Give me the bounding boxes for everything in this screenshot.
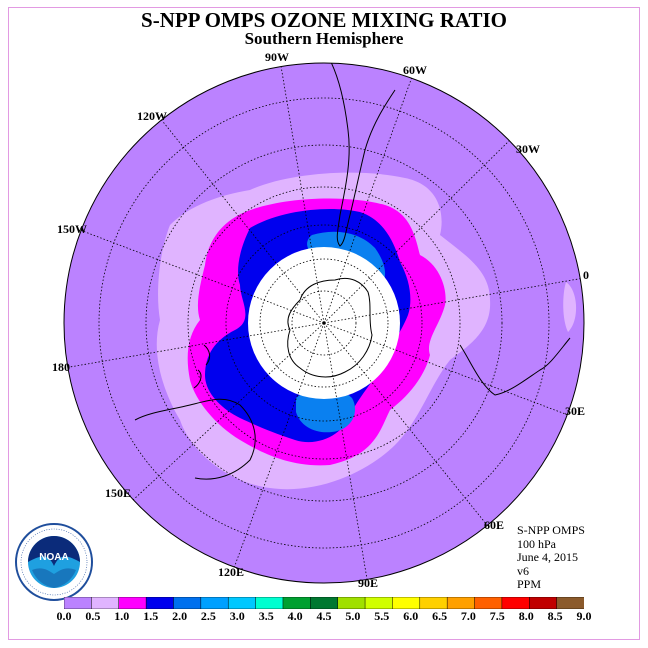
colorbar-tick-label: 7.0 — [460, 609, 476, 623]
south-pole-marker — [322, 321, 326, 325]
lon-label-180: 180 — [52, 360, 70, 374]
map-disk-outline — [63, 62, 585, 584]
colorbar-swatch — [310, 597, 339, 609]
colorbar-tick-label: 0.0 — [56, 609, 72, 623]
new-zealand-coast — [193, 344, 211, 389]
product-info: S-NPP OMPS 100 hPa June 4, 2015 v6 PPM — [517, 523, 585, 592]
lon-label-90w: 90W — [265, 50, 289, 64]
south-america-coast — [329, 63, 396, 247]
colorbar-tick-label: 6.0 — [403, 609, 419, 623]
colorbar-swatch — [91, 597, 120, 609]
colorbar-swatch — [529, 597, 558, 609]
units-label: PPM — [517, 577, 542, 591]
colorbar-tick-label: 6.5 — [432, 609, 448, 623]
colorbar-swatch — [556, 597, 584, 609]
colorbar-swatch — [118, 597, 147, 609]
colorbar-swatch — [282, 597, 312, 609]
colorbar-tick-label: 5.5 — [374, 609, 390, 623]
colorbar-tick-label: 3.0 — [229, 609, 245, 623]
colorbar-swatch — [446, 597, 476, 609]
noaa-logo: NOAA — [15, 523, 93, 601]
lon-label-120e: 120E — [218, 565, 245, 579]
colorbar-tick-label: 1.0 — [114, 609, 130, 623]
map-title: S-NPP OMPS OZONE MIXING RATIO — [141, 8, 507, 32]
instrument-name: S-NPP OMPS — [517, 523, 585, 537]
lon-label-150e: 150E — [105, 486, 132, 500]
colorbar-swatch — [255, 597, 284, 609]
meridians — [64, 63, 584, 583]
colorbar-tick-label: 7.5 — [489, 609, 505, 623]
contour-band-2-0-lower — [296, 388, 356, 433]
lon-label-120w: 120W — [137, 109, 167, 123]
lon-label-60w: 60W — [403, 63, 427, 77]
antarctica-coast — [287, 277, 373, 378]
colorbar-swatch — [173, 597, 202, 609]
colorbar — [64, 597, 584, 609]
lon-label-90e: 90E — [358, 576, 379, 590]
lon-label-60e: 60E — [484, 518, 505, 532]
colorbar-swatch — [501, 597, 531, 609]
observation-date: June 4, 2015 — [517, 550, 578, 564]
colorbar-swatch — [64, 597, 93, 609]
figure-frame — [8, 7, 640, 640]
colorbar-swatch — [419, 597, 448, 609]
lon-label-150w: 150W — [57, 222, 87, 236]
pressure-level: 100 hPa — [517, 536, 556, 551]
colorbar-swatch — [337, 597, 366, 609]
colorbar-swatch — [227, 597, 257, 609]
colorbar-tick-label: 2.0 — [172, 609, 188, 623]
lon-label-30w: 30W — [516, 142, 540, 156]
colorbar-swatch — [364, 597, 394, 609]
lon-label-0: 0 — [583, 268, 589, 282]
colorbar-tick-label: 4.5 — [316, 609, 332, 623]
colorbar-tick-label: 4.0 — [287, 609, 303, 623]
australia-coast — [134, 398, 256, 480]
colorbar-swatch — [145, 597, 175, 609]
colorbar-tick-label: 5.0 — [345, 609, 361, 623]
logo-text: NOAA — [39, 552, 68, 563]
colorbar-tick-label: 3.5 — [258, 609, 274, 623]
colorbar-tick-label: 8.0 — [518, 609, 534, 623]
colorbar-tick-label: 1.5 — [143, 609, 159, 623]
colorbar-swatch — [392, 597, 421, 609]
colorbar-tick-label: 8.5 — [547, 609, 563, 623]
colorbar-tick-label: 9.0 — [576, 609, 592, 623]
data-version: v6 — [517, 563, 529, 578]
coastlines — [134, 63, 571, 480]
africa-coast — [459, 337, 571, 396]
lon-label-30e: 30E — [565, 404, 586, 418]
contour-band-0-5-edge — [563, 282, 577, 332]
colorbar-tick-label: 0.5 — [85, 609, 101, 623]
map-subtitle: Southern Hemisphere — [244, 29, 404, 48]
colorbar-tick-label: 2.5 — [200, 609, 216, 623]
colorbar-swatch — [200, 597, 229, 609]
colorbar-swatch — [474, 597, 503, 609]
